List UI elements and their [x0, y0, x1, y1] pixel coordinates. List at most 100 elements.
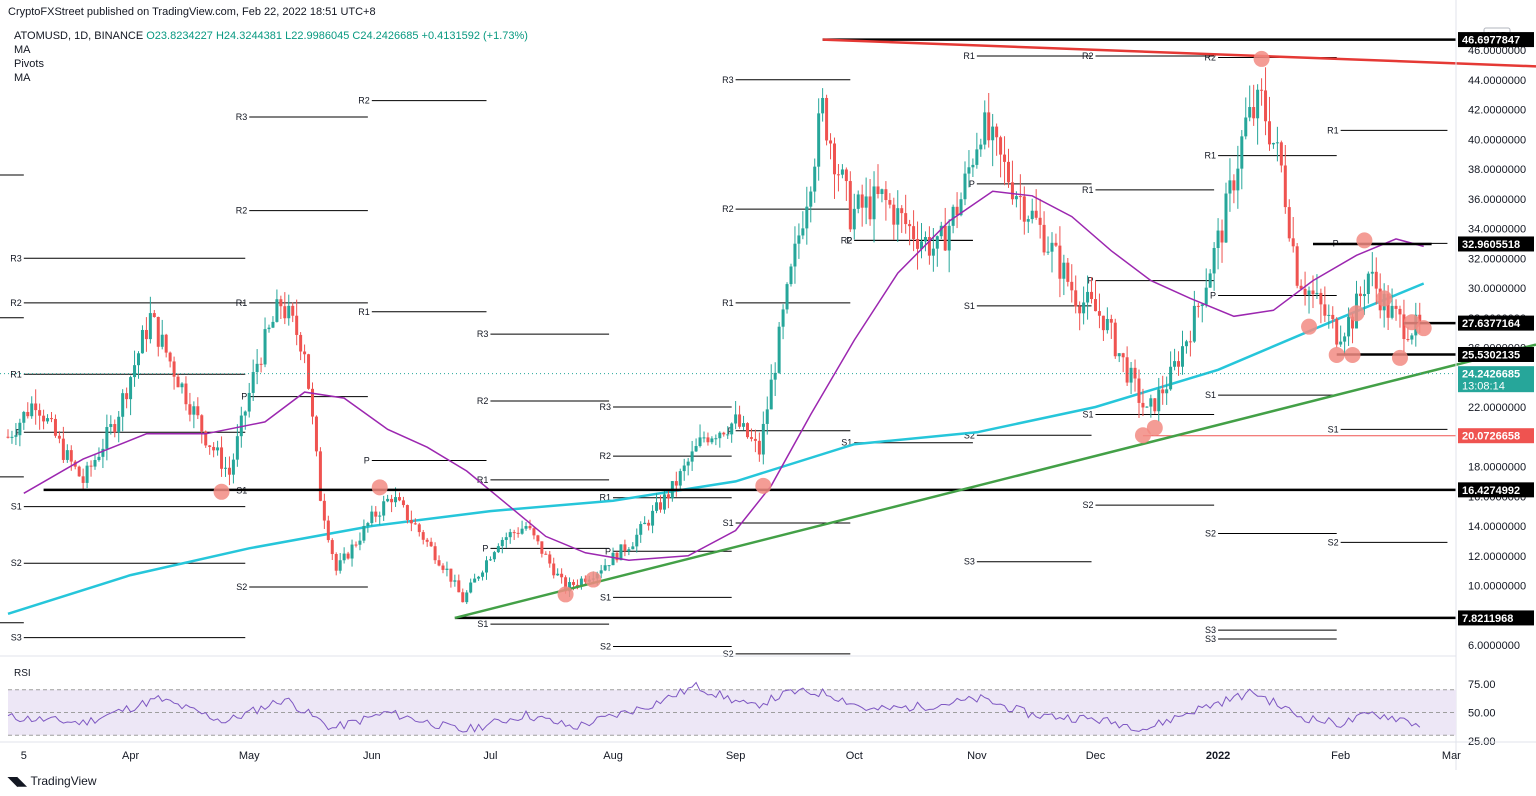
pivot-label: R1 [1327, 125, 1339, 135]
candle-body [1177, 361, 1181, 367]
candle-body [374, 511, 378, 517]
candle-body [421, 532, 425, 540]
y-tick-label: 12.0000000 [1468, 551, 1526, 563]
pivot-label: S1 [600, 592, 611, 602]
candle-body [718, 432, 722, 439]
candle-body [362, 525, 366, 541]
candle-body [1299, 285, 1303, 289]
touch-marker [1134, 427, 1151, 444]
touch-marker [1146, 419, 1163, 436]
candle-body [1090, 291, 1094, 300]
candle-body [1323, 304, 1327, 316]
x-tick-label: Mar [1442, 750, 1461, 762]
x-tick-label: Jul [483, 750, 497, 762]
candle-body [1267, 121, 1271, 145]
price-chart[interactable]: R3 R3 R2 R1 P S1 S2 S3 R3 R2 R1 P S1 S2 R2 R1 P R3 R2 R1 P S1… [0, 0, 1536, 770]
indicator-ma-long[interactable]: MA [14, 72, 31, 84]
candle-body [1161, 389, 1165, 394]
candle-body [1279, 142, 1283, 166]
candle-body [429, 541, 433, 547]
candle-body [117, 416, 121, 433]
candle-body [334, 554, 338, 571]
touch-marker [1403, 314, 1420, 331]
open-value: O23.8234227 [146, 30, 213, 42]
y-tick-label: 38.0000000 [1468, 164, 1526, 176]
candle-body [1394, 305, 1398, 309]
price-label-box [1458, 482, 1534, 498]
candle-body [1335, 319, 1339, 345]
candle-body [1406, 339, 1410, 341]
candle-body [481, 572, 485, 577]
candle-body [971, 164, 975, 168]
indicator-ma-short[interactable]: MA [14, 44, 31, 56]
candle-body [65, 450, 69, 460]
y-tick-label: 30.0000000 [1468, 283, 1526, 295]
candle-body [603, 565, 607, 571]
touch-marker [1301, 318, 1318, 335]
y-tick-label: 32.0000000 [1468, 253, 1526, 265]
candle-body [1212, 247, 1216, 274]
candle-body [508, 532, 512, 538]
indicator-pivots[interactable]: Pivots [14, 58, 44, 70]
x-tick-label: 2022 [1206, 750, 1230, 762]
candle-body [504, 537, 508, 540]
candle-body [516, 532, 520, 534]
pivot-label: R2 [1205, 52, 1217, 62]
pivot-label: S1 [1082, 409, 1093, 419]
pivot-label: P [605, 546, 611, 556]
candle-body [730, 423, 734, 435]
candle-body [465, 592, 469, 603]
candle-body [1188, 341, 1192, 343]
candle-body [1303, 288, 1307, 295]
candle-body [773, 372, 777, 380]
pivot-label: P [969, 179, 975, 189]
candle-body [710, 438, 714, 443]
candle-body [967, 167, 971, 174]
candle-body [904, 213, 908, 225]
candle-body [259, 363, 263, 365]
candle-body [53, 418, 57, 436]
touch-marker [1356, 232, 1373, 249]
candle-body [105, 426, 109, 449]
candle-body [813, 166, 817, 192]
candle-body [1220, 230, 1224, 243]
candle-body [14, 435, 18, 437]
symbol-label[interactable]: ATOMUSD, 1D, BINANCE [14, 30, 144, 42]
candle-body [1034, 210, 1038, 218]
candle-body [939, 225, 943, 237]
x-tick-label: Aug [603, 750, 623, 762]
candle-body [413, 523, 417, 525]
candle-body [655, 502, 659, 511]
pivot-label: P [846, 235, 852, 245]
touch-marker [1344, 346, 1361, 363]
candle-body [738, 414, 742, 427]
candle-body [148, 313, 152, 340]
candle-body [611, 552, 615, 566]
candle-body [140, 329, 144, 354]
candle-body [1366, 273, 1370, 295]
candle-body [1260, 89, 1264, 91]
candle-body [310, 388, 314, 417]
candle-body [299, 334, 303, 352]
candle-body [1165, 389, 1169, 394]
candle-body [350, 544, 354, 559]
candle-body [1311, 290, 1315, 295]
pivot-label: S1 [841, 438, 852, 448]
candle-body [1196, 305, 1200, 307]
candle-body [1232, 180, 1236, 191]
candle-body [1030, 210, 1034, 220]
candle-body [935, 236, 939, 249]
candle-body [1228, 180, 1232, 194]
candle-body [437, 560, 441, 566]
candle-body [852, 208, 856, 230]
candle-body [714, 438, 718, 440]
candle-body [1042, 224, 1046, 253]
candle-body [856, 194, 860, 209]
candle-body [722, 432, 726, 435]
candle-body [453, 580, 457, 582]
touch-marker [213, 483, 230, 500]
pivot-label: R1 [1082, 185, 1094, 195]
candle-body [303, 351, 307, 355]
candle-body [1066, 262, 1070, 282]
candle-body [180, 383, 184, 388]
